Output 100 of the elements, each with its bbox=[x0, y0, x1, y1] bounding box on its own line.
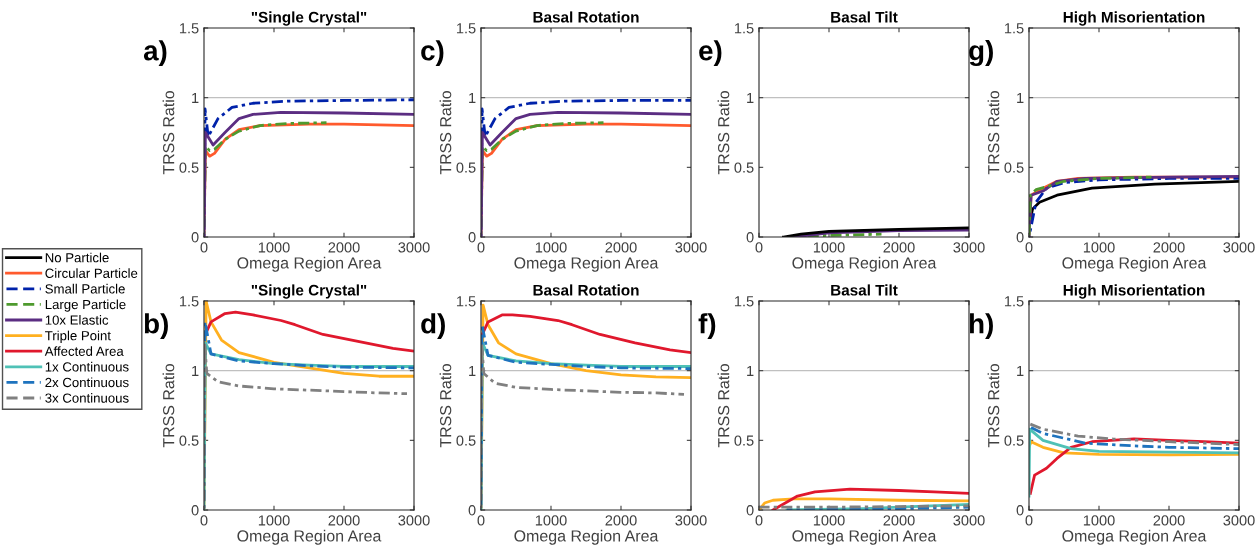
text: a) bbox=[143, 40, 167, 67]
y-tick-label: 1.5 bbox=[456, 296, 476, 307]
line-series bbox=[1029, 425, 1239, 451]
y-axis-title: TRSS Ratio bbox=[162, 91, 175, 175]
y-tick-label: 1.5 bbox=[179, 296, 199, 307]
line-series bbox=[782, 226, 969, 237]
text: d) bbox=[421, 313, 445, 340]
x-axis-title: Omega Region Area bbox=[237, 529, 382, 545]
y-tick-label: 0.5 bbox=[1004, 435, 1024, 446]
x-tick-label: 2000 bbox=[328, 515, 360, 526]
chart-title: Basal Tilt bbox=[831, 11, 898, 23]
y-tick-label: 1 bbox=[747, 92, 754, 103]
x-tick-label: 0 bbox=[755, 515, 763, 526]
line-series bbox=[481, 313, 691, 354]
chart-title: Basal Rotation bbox=[533, 284, 639, 296]
chart-title: High Misorientation bbox=[1063, 11, 1205, 26]
x-tick-label: 3000 bbox=[1223, 242, 1255, 253]
x-axis-title: Omega Region Area bbox=[792, 256, 937, 272]
x-tick-label: 1000 bbox=[535, 515, 567, 526]
x-tick-label: 0 bbox=[200, 242, 208, 253]
x-tick-label: 1000 bbox=[1083, 242, 1115, 253]
y-tick-label: 1 bbox=[469, 92, 476, 103]
y-tick-label: 1.5 bbox=[1004, 23, 1024, 34]
legend-label: Affected Area bbox=[44, 346, 124, 356]
y-tick-label: 0 bbox=[1016, 232, 1024, 243]
y-tick-label: 1.5 bbox=[734, 296, 754, 307]
y-tick-label: 1 bbox=[192, 92, 199, 103]
legend-label: 1x Continuous bbox=[45, 361, 129, 372]
y-tick-label: 1.5 bbox=[456, 23, 476, 34]
y-tick-label: 1 bbox=[1017, 365, 1024, 376]
text: c) bbox=[421, 40, 444, 67]
y-tick-label: 0 bbox=[746, 505, 754, 516]
text: f) bbox=[698, 313, 716, 340]
chart-title: High Misorientation bbox=[1063, 284, 1205, 299]
x-tick-label: 1000 bbox=[813, 515, 845, 526]
y-tick-label: 1 bbox=[747, 365, 754, 376]
y-axis-title: TRSS Ratio bbox=[439, 364, 452, 448]
x-axis-title: Omega Region Area bbox=[1062, 256, 1207, 272]
x-tick-label: 2000 bbox=[328, 242, 360, 253]
x-tick-label: 3000 bbox=[398, 242, 430, 253]
y-tick-label: 0 bbox=[468, 505, 476, 516]
x-tick-label: 2000 bbox=[883, 515, 915, 526]
y-tick-label: 0.5 bbox=[179, 162, 199, 173]
y-tick-label: 1.5 bbox=[734, 23, 754, 34]
x-tick-label: 2000 bbox=[1153, 242, 1185, 253]
x-tick-label: 0 bbox=[200, 515, 208, 526]
y-tick-label: 0 bbox=[1016, 505, 1024, 516]
text: g) bbox=[969, 40, 993, 67]
legend-label: 3x Continuous bbox=[45, 393, 129, 403]
x-tick-label: 1000 bbox=[258, 515, 290, 526]
text: b) bbox=[144, 313, 168, 340]
legend-label: 2x Continuous bbox=[45, 377, 129, 388]
legend-label: Large Particle bbox=[45, 299, 126, 312]
x-tick-label: 1000 bbox=[1083, 515, 1115, 526]
x-tick-label: 2000 bbox=[605, 242, 637, 253]
legend-label: Small Particle bbox=[45, 283, 125, 294]
x-tick-label: 2000 bbox=[1153, 515, 1185, 526]
x-tick-label: 0 bbox=[1025, 515, 1033, 526]
line-series bbox=[204, 310, 414, 353]
y-tick-label: 0.5 bbox=[179, 435, 199, 446]
y-tick-label: 0.5 bbox=[1004, 162, 1024, 173]
y-tick-label: 0 bbox=[746, 232, 754, 243]
line-series bbox=[771, 487, 969, 510]
x-axis-title: Omega Region Area bbox=[514, 529, 659, 545]
x-tick-label: 0 bbox=[477, 515, 485, 526]
x-tick-label: 3000 bbox=[675, 515, 707, 526]
y-tick-label: 0 bbox=[191, 505, 199, 516]
text: e) bbox=[699, 40, 722, 67]
y-tick-label: 0.5 bbox=[734, 435, 754, 446]
legend-label: Triple Point bbox=[45, 330, 111, 343]
text: h) bbox=[970, 313, 993, 340]
y-tick-label: 1 bbox=[192, 365, 199, 376]
x-axis-title: Omega Region Area bbox=[792, 529, 937, 545]
chart-title: Basal Tilt bbox=[831, 284, 898, 296]
line-series bbox=[1029, 440, 1239, 457]
x-tick-label: 2000 bbox=[883, 242, 915, 253]
y-axis-title: TRSS Ratio bbox=[987, 364, 1000, 448]
y-tick-label: 1.5 bbox=[179, 23, 199, 34]
line-series bbox=[1029, 422, 1239, 446]
y-tick-label: 0 bbox=[468, 232, 476, 243]
x-tick-label: 0 bbox=[477, 242, 485, 253]
legend-label: 10x Elastic bbox=[45, 315, 109, 325]
x-axis-title: Omega Region Area bbox=[514, 256, 659, 272]
x-tick-label: 3000 bbox=[675, 242, 707, 253]
y-tick-label: 0 bbox=[191, 232, 199, 243]
y-tick-label: 0.5 bbox=[456, 162, 476, 173]
legend-label: No Particle bbox=[45, 252, 109, 263]
x-tick-label: 3000 bbox=[1223, 515, 1255, 526]
y-tick-label: 1 bbox=[469, 365, 476, 376]
y-axis-title: TRSS Ratio bbox=[717, 364, 730, 448]
x-tick-label: 3000 bbox=[953, 242, 985, 253]
x-tick-label: 2000 bbox=[605, 515, 637, 526]
chart-title: "Single Crystal" bbox=[251, 11, 367, 26]
x-tick-label: 3000 bbox=[398, 515, 430, 526]
x-axis-title: Omega Region Area bbox=[1062, 529, 1207, 545]
y-tick-label: 0.5 bbox=[734, 162, 754, 173]
y-axis-title: TRSS Ratio bbox=[162, 364, 175, 448]
y-tick-label: 1.5 bbox=[1004, 296, 1024, 307]
y-tick-label: 0.5 bbox=[456, 435, 476, 446]
y-axis-title: TRSS Ratio bbox=[987, 91, 1000, 175]
